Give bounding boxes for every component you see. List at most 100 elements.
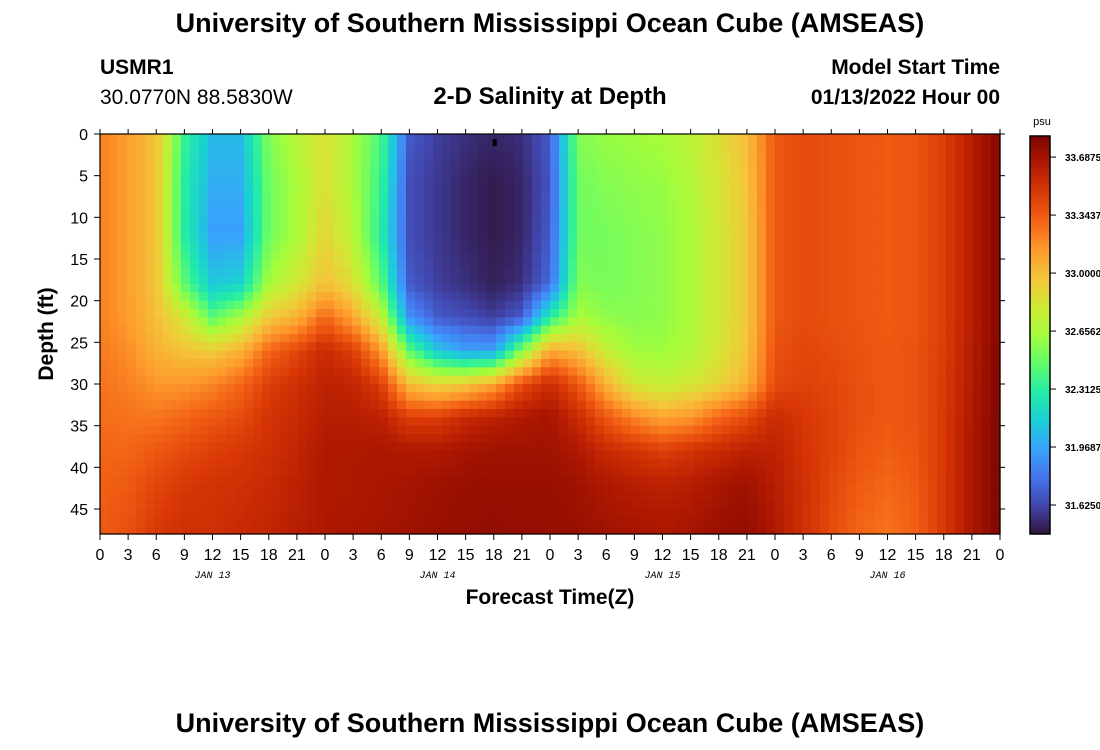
- heatmap-cell: [622, 392, 632, 402]
- heatmap-cell: [775, 442, 785, 452]
- heatmap-cell: [496, 159, 506, 168]
- heatmap-cell: [163, 375, 173, 385]
- heatmap-cell: [280, 192, 290, 202]
- heatmap-cell: [550, 300, 560, 310]
- heatmap-cell: [172, 175, 182, 185]
- heatmap-cell: [721, 317, 731, 327]
- heatmap-cell: [199, 509, 209, 518]
- heatmap-cell: [622, 425, 632, 435]
- heatmap-cell: [217, 275, 227, 285]
- heatmap-cell: [118, 184, 128, 193]
- heatmap-cell: [127, 275, 137, 285]
- heatmap-cell: [811, 350, 821, 360]
- heatmap-cell: [874, 467, 884, 477]
- heatmap-cell: [703, 459, 713, 468]
- heatmap-cell: [451, 434, 461, 443]
- heatmap-cell: [937, 450, 947, 460]
- heatmap-cell: [424, 359, 434, 368]
- heatmap-cell: [163, 200, 173, 210]
- heatmap-cell: [199, 267, 209, 277]
- heatmap-cell: [631, 200, 641, 210]
- heatmap-cell: [199, 217, 209, 227]
- heatmap-cell: [163, 309, 173, 318]
- heatmap-cell: [334, 259, 344, 268]
- y-tick-label: 30: [70, 377, 88, 394]
- heatmap-cell: [973, 217, 983, 227]
- heatmap-cell: [568, 525, 578, 535]
- heatmap-cell: [244, 425, 254, 435]
- heatmap-cell: [811, 300, 821, 310]
- heatmap-cell: [109, 417, 119, 427]
- heatmap-cell: [802, 142, 812, 152]
- heatmap-cell: [892, 475, 902, 485]
- heatmap-cell: [469, 525, 479, 535]
- heatmap-cell: [262, 375, 272, 385]
- heatmap-cell: [811, 225, 821, 235]
- heatmap-cell: [856, 267, 866, 277]
- heatmap-cell: [712, 225, 722, 235]
- heatmap-cell: [649, 317, 659, 327]
- heatmap-cell: [775, 142, 785, 152]
- heatmap-cell: [469, 425, 479, 435]
- heatmap-cell: [253, 150, 263, 160]
- heatmap-cell: [694, 292, 704, 302]
- heatmap-cell: [442, 367, 452, 377]
- heatmap-cell: [271, 509, 281, 518]
- heatmap-cell: [712, 159, 722, 168]
- heatmap-cell: [181, 525, 191, 535]
- heatmap-cell: [136, 400, 146, 410]
- heatmap-cell: [838, 142, 848, 152]
- heatmap-cell: [649, 300, 659, 310]
- heatmap-cell: [496, 317, 506, 327]
- heatmap-cell: [640, 509, 650, 518]
- heatmap-cell: [649, 167, 659, 177]
- heatmap-cell: [811, 392, 821, 402]
- heatmap-cell: [505, 267, 515, 277]
- heatmap-cell: [163, 192, 173, 202]
- heatmap-cell: [244, 325, 254, 335]
- heatmap-cell: [343, 242, 353, 252]
- heatmap-cell: [838, 200, 848, 210]
- heatmap-cell: [307, 150, 317, 160]
- heatmap-cell: [712, 242, 722, 252]
- heatmap-cell: [307, 159, 317, 168]
- heatmap-cell: [874, 409, 884, 418]
- heatmap-cell: [883, 292, 893, 302]
- heatmap-cell: [532, 217, 542, 227]
- heatmap-cell: [271, 200, 281, 210]
- heatmap-cell: [586, 500, 596, 510]
- heatmap-cell: [748, 309, 758, 318]
- heatmap-cell: [739, 409, 749, 418]
- heatmap-cell: [910, 392, 920, 402]
- heatmap-cell: [541, 459, 551, 468]
- heatmap-cell: [406, 425, 416, 435]
- heatmap-cell: [775, 234, 785, 243]
- heatmap-cell: [388, 159, 398, 168]
- heatmap-cell: [793, 184, 803, 193]
- heatmap-cell: [424, 417, 434, 427]
- heatmap-cell: [181, 417, 191, 427]
- heatmap-cell: [280, 159, 290, 168]
- x-tick-label: 3: [124, 547, 133, 564]
- heatmap-cell: [460, 234, 470, 243]
- heatmap-cell: [622, 375, 632, 385]
- heatmap-cell: [199, 525, 209, 535]
- heatmap-cell: [568, 184, 578, 193]
- heatmap-cell: [793, 484, 803, 493]
- heatmap-cell: [919, 192, 929, 202]
- heatmap-cell: [577, 200, 587, 210]
- heatmap-cell: [613, 467, 623, 477]
- heatmap-cell: [334, 442, 344, 452]
- heatmap-cell: [496, 309, 506, 318]
- heatmap-cell: [505, 242, 515, 252]
- heatmap-cell: [208, 442, 218, 452]
- heatmap-cell: [946, 184, 956, 193]
- heatmap-cell: [955, 267, 965, 277]
- heatmap-cell: [622, 350, 632, 360]
- heatmap-cell: [217, 167, 227, 177]
- heatmap-cell: [991, 317, 1001, 327]
- heatmap-cell: [937, 375, 947, 385]
- heatmap-cell: [325, 459, 335, 468]
- heatmap-cell: [127, 467, 137, 477]
- heatmap-cell: [964, 159, 974, 168]
